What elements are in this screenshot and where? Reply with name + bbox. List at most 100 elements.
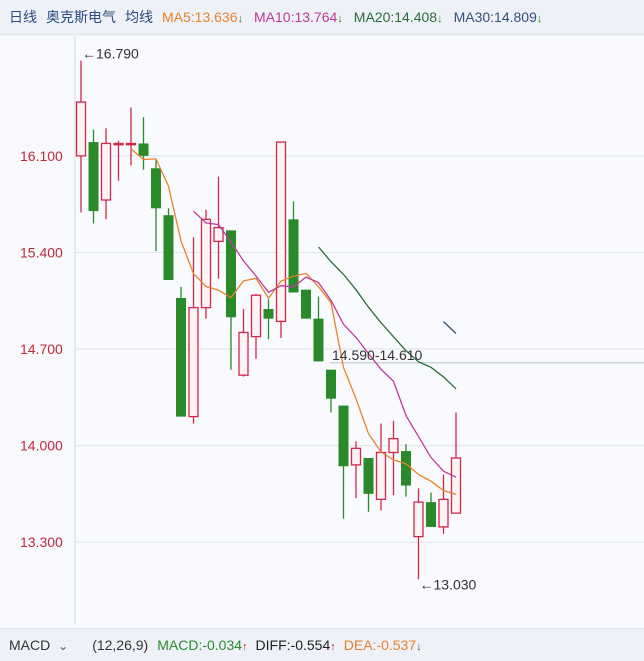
y-tick-label: 14.700 — [20, 341, 63, 357]
indicator-bar: MACD ⌄ (12,26,9) MACD:-0.034↑ DIFF:-0.554… — [0, 628, 644, 661]
candle-body — [151, 168, 161, 209]
candle[interactable] — [413, 488, 424, 580]
candle[interactable] — [438, 474, 449, 534]
candle[interactable] — [326, 369, 336, 413]
candle[interactable] — [226, 230, 236, 370]
candle[interactable] — [301, 289, 311, 319]
plot-area — [75, 36, 644, 624]
ma-line-ma20 — [318, 246, 457, 390]
arrow-down-icon: ↓ — [416, 641, 422, 653]
chevron-down-icon: ⌄ — [58, 639, 69, 653]
candle[interactable] — [250, 293, 262, 359]
candle[interactable] — [363, 457, 374, 512]
arrow-down-icon: ↓ — [237, 13, 244, 25]
candle[interactable] — [288, 201, 299, 293]
candle-body — [200, 218, 212, 309]
indicator-params: (12,26,9) — [92, 637, 149, 653]
low-price-label: ←13.030 — [420, 576, 477, 592]
candle-body — [375, 451, 387, 501]
dea-value: DEA:-0.537 — [343, 637, 417, 653]
candle[interactable] — [100, 128, 112, 220]
candle-body — [113, 142, 124, 146]
stock-name: 奥克斯电气 — [46, 9, 116, 25]
candle-body — [263, 308, 274, 319]
y-tick-label: 14.000 — [20, 438, 63, 454]
ma-legend-item-ma5: MA5:13.636 — [162, 9, 238, 25]
candle-body — [426, 502, 436, 527]
arrow-down-icon: ↓ — [337, 13, 343, 25]
candle-body — [163, 215, 174, 281]
candle[interactable] — [263, 299, 274, 340]
candle-body — [350, 447, 362, 466]
candle[interactable] — [213, 176, 224, 279]
candle[interactable] — [426, 492, 436, 527]
arrow-up-icon: ↑ — [242, 641, 248, 653]
y-tick-label: 16.100 — [20, 148, 63, 164]
candle-body — [413, 501, 424, 538]
candle-body — [338, 405, 349, 467]
indicator-values: MACD:-0.034↑ DIFF:-0.554↑ DEA:-0.537↓ — [157, 637, 429, 653]
candle-body — [450, 457, 462, 514]
ma-legend-item-ma20: MA20:14.408 — [353, 9, 438, 25]
candle[interactable] — [313, 296, 324, 362]
ma-selector[interactable]: 均线 — [125, 9, 153, 25]
candle[interactable] — [350, 441, 362, 498]
candle[interactable] — [125, 107, 137, 166]
candle-body — [288, 219, 299, 293]
candle[interactable] — [338, 405, 349, 519]
candle[interactable] — [138, 117, 149, 170]
candle[interactable] — [401, 444, 411, 497]
chart-header: 日线 奥克斯电气 均线 MA5:13.636↓ MA10:13.764↓ MA20:… — [0, 0, 644, 35]
period-selector[interactable]: 日线 — [9, 9, 37, 25]
indicator-selector[interactable]: MACD ⌄ — [9, 637, 68, 653]
candle[interactable] — [388, 420, 399, 496]
candle-body — [226, 230, 236, 318]
candle-body — [213, 226, 224, 243]
candle-body — [313, 318, 324, 362]
candle-body — [401, 451, 411, 486]
candle[interactable] — [188, 237, 199, 424]
candle-body — [238, 331, 249, 376]
candle-body — [438, 498, 449, 528]
candle[interactable] — [450, 412, 462, 514]
arrow-down-icon: ↓ — [437, 13, 443, 25]
candle[interactable] — [113, 140, 124, 181]
candle[interactable] — [75, 60, 87, 213]
candle-body — [188, 306, 199, 418]
candle-body — [363, 457, 374, 494]
ma-legend-item-ma30: MA30:14.809 — [453, 9, 537, 25]
candlestick-chart[interactable]: 16.100 15.400 14.700 14.000 13.300 ←16.790 ←13… — [0, 0, 644, 628]
candle-body — [301, 289, 311, 319]
candle-body — [138, 143, 149, 156]
candle[interactable] — [88, 129, 99, 224]
candle-body — [250, 294, 262, 338]
diff-value: DIFF:-0.554 — [255, 637, 331, 653]
range-label: 14.590-14.610 — [332, 347, 423, 363]
y-tick-label: 15.400 — [20, 244, 63, 260]
high-price-label: ←16.790 — [82, 46, 139, 62]
arrow-up-icon: ↑ — [330, 641, 336, 653]
candle-body — [100, 142, 112, 201]
candle-body — [88, 142, 99, 212]
candle-body — [75, 101, 87, 157]
candle[interactable] — [200, 209, 212, 319]
indicator-name: MACD — [9, 637, 51, 653]
candle-body — [176, 297, 186, 417]
ma-line-ma5 — [130, 148, 457, 496]
ma-line-ma30 — [443, 321, 457, 334]
candle-body — [388, 438, 399, 454]
candle[interactable] — [151, 160, 161, 252]
y-tick-label: 13.300 — [20, 534, 63, 550]
candle[interactable] — [163, 208, 174, 281]
macd-value: MACD:-0.034 — [157, 637, 243, 653]
candle[interactable] — [275, 141, 287, 338]
ma-line-ma10 — [193, 210, 457, 478]
arrow-down-icon: ↓ — [536, 13, 543, 25]
candle-body — [326, 369, 336, 399]
candle-body — [125, 142, 137, 146]
ma-legend-item-ma10: MA10:13.764 — [254, 9, 338, 25]
candle-body — [275, 141, 287, 323]
candle[interactable] — [238, 308, 249, 377]
ma-legend: MA5:13.636↓ MA10:13.764↓ MA20:14.408↓ MA30:… — [162, 9, 553, 25]
candle[interactable] — [176, 286, 186, 417]
